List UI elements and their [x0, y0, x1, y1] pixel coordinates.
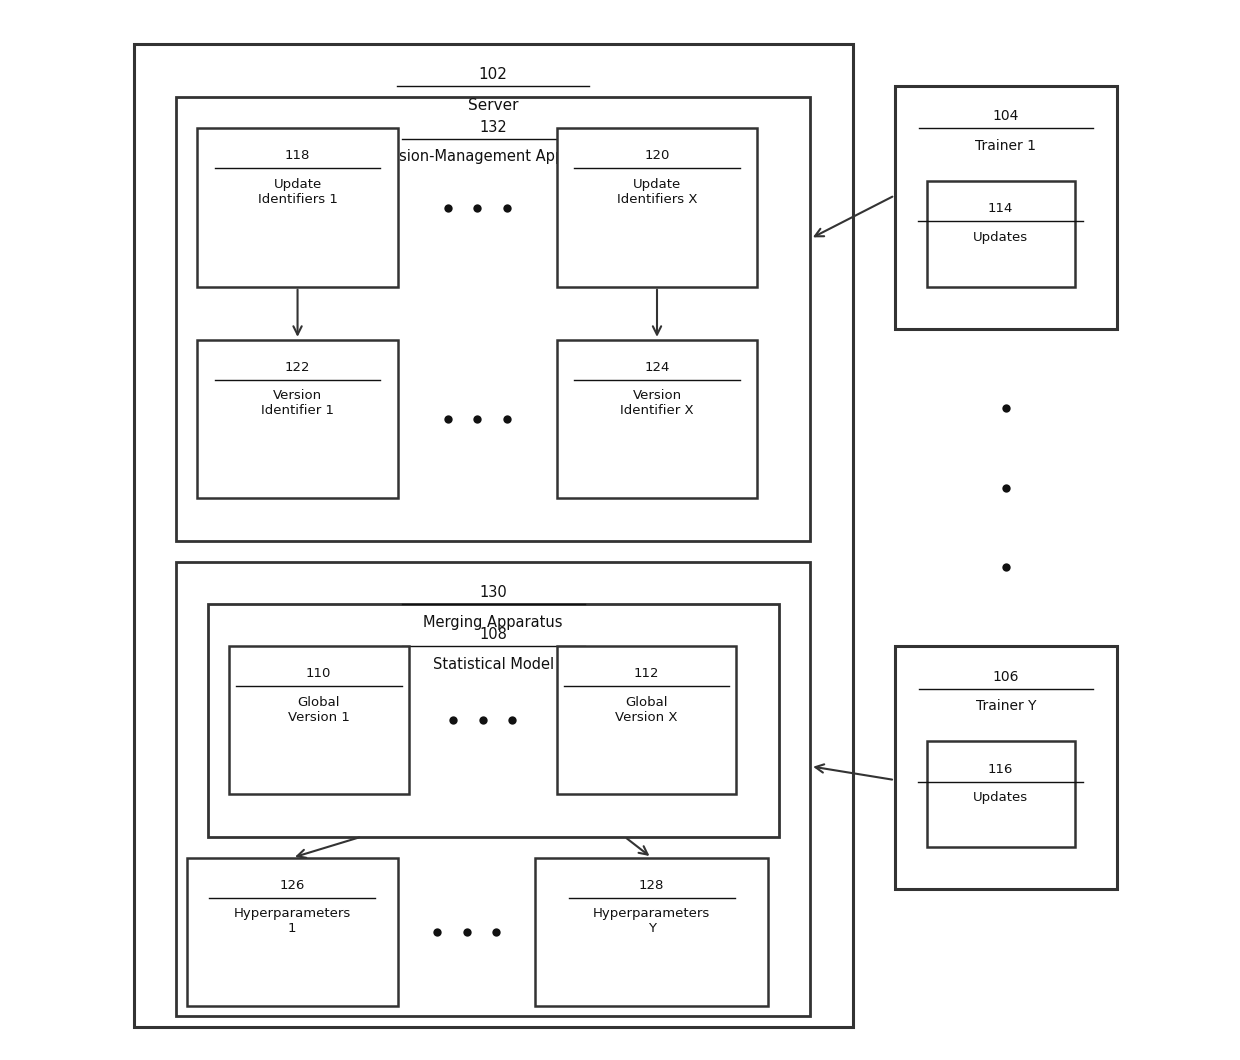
Text: Update
Identifiers X: Update Identifiers X — [616, 178, 697, 206]
Bar — [134, 43, 853, 1027]
Text: Version
Identifier X: Version Identifier X — [620, 389, 694, 418]
Text: 122: 122 — [285, 360, 310, 374]
Bar — [176, 96, 810, 541]
Text: Version-Management Apparatus: Version-Management Apparatus — [374, 149, 611, 164]
Text: Trainer Y: Trainer Y — [976, 700, 1037, 713]
Text: 110: 110 — [306, 668, 331, 681]
Bar — [926, 741, 1075, 847]
Text: Statistical Model: Statistical Model — [433, 657, 554, 672]
Text: Global
Version 1: Global Version 1 — [288, 696, 350, 724]
Bar — [229, 647, 408, 794]
Text: Version
Identifier 1: Version Identifier 1 — [262, 389, 334, 418]
Bar — [176, 562, 810, 1017]
Text: 120: 120 — [645, 149, 670, 162]
Text: 124: 124 — [645, 360, 670, 374]
Bar — [557, 339, 758, 498]
Bar — [207, 604, 779, 836]
Text: 118: 118 — [285, 149, 310, 162]
Text: 132: 132 — [479, 120, 507, 135]
Text: Hyperparameters
1: Hyperparameters 1 — [233, 907, 351, 935]
Bar — [197, 339, 398, 498]
Text: 114: 114 — [988, 202, 1013, 215]
Text: 112: 112 — [634, 668, 660, 681]
Text: Server: Server — [467, 98, 518, 112]
Text: Trainer 1: Trainer 1 — [976, 139, 1037, 153]
Bar — [557, 647, 737, 794]
Bar — [895, 647, 1117, 889]
Text: Hyperparameters
Y: Hyperparameters Y — [593, 907, 711, 935]
Bar — [926, 181, 1075, 287]
Text: 104: 104 — [993, 109, 1019, 123]
Bar — [557, 128, 758, 287]
Text: 106: 106 — [993, 670, 1019, 684]
Text: 130: 130 — [479, 585, 507, 600]
Bar — [197, 128, 398, 287]
Bar — [536, 858, 768, 1006]
Text: 126: 126 — [279, 879, 305, 891]
Text: Updates: Updates — [973, 231, 1028, 244]
Text: 116: 116 — [988, 762, 1013, 776]
Text: 102: 102 — [479, 67, 507, 82]
Text: Global
Version X: Global Version X — [615, 696, 678, 724]
Text: 128: 128 — [639, 879, 665, 891]
Text: Updates: Updates — [973, 791, 1028, 805]
Bar — [895, 86, 1117, 329]
Text: 108: 108 — [479, 628, 507, 642]
Text: Merging Apparatus: Merging Apparatus — [423, 615, 563, 630]
Bar — [186, 858, 398, 1006]
Text: Update
Identifiers 1: Update Identifiers 1 — [258, 178, 337, 206]
